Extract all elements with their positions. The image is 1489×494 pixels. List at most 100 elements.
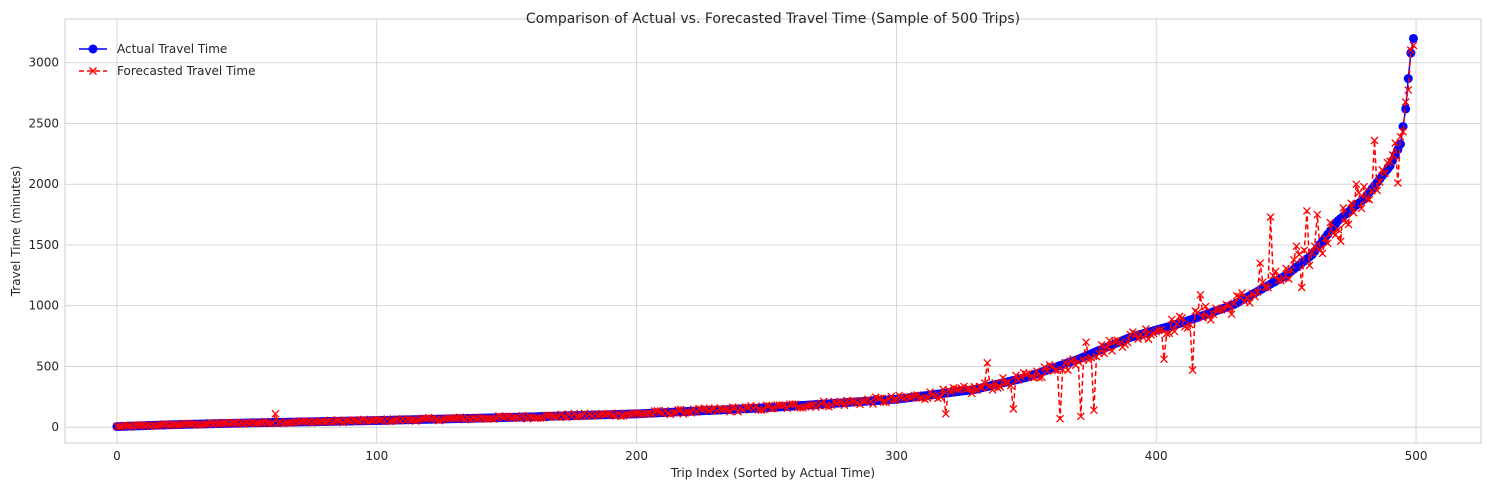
forecast-point xyxy=(1282,264,1291,273)
forecast-point xyxy=(552,413,561,422)
forecast-point xyxy=(1227,310,1236,319)
forecast-point xyxy=(1334,225,1343,234)
x-tick-label: 200 xyxy=(625,449,648,463)
forecast-point xyxy=(674,405,683,414)
forecast-point xyxy=(526,412,535,421)
forecast-point xyxy=(858,396,867,405)
forecast-point xyxy=(1331,230,1340,239)
forecast-point xyxy=(991,379,1000,387)
grid-lines xyxy=(65,19,1481,443)
forecast-point xyxy=(684,408,693,416)
forecast-point xyxy=(255,418,264,427)
x-tick-label: 500 xyxy=(1405,449,1428,463)
forecast-point xyxy=(1308,248,1317,257)
forecast-point xyxy=(1274,276,1283,284)
forecast-point xyxy=(1056,414,1065,423)
forecast-point xyxy=(559,412,568,421)
legend: Actual Travel Time Forecasted Travel Tim… xyxy=(79,42,255,78)
forecast-point xyxy=(1061,358,1070,367)
forecast-point xyxy=(1082,338,1091,347)
forecast-point xyxy=(1160,355,1168,364)
legend-forecast-label: Forecasted Travel Time xyxy=(117,64,255,78)
actual-point xyxy=(1406,48,1416,58)
forecast-point xyxy=(1188,366,1197,375)
forecast-point xyxy=(1284,275,1293,283)
forecast-point xyxy=(1115,338,1124,347)
forecast-point xyxy=(388,416,397,425)
forecast-point xyxy=(1100,349,1109,358)
forecast-point xyxy=(767,404,776,413)
forecast-point xyxy=(593,411,602,420)
forecast-point xyxy=(1022,370,1031,379)
forecast-point xyxy=(941,409,950,418)
forecast-point xyxy=(1295,250,1304,259)
forecast-point xyxy=(788,400,797,409)
forecast-point xyxy=(876,394,885,403)
forecast-point xyxy=(1240,297,1249,306)
y-tick-label: 0 xyxy=(51,420,59,434)
forecast-point xyxy=(1393,179,1402,187)
forecast-point xyxy=(1256,259,1265,268)
forecast-point xyxy=(609,411,618,420)
plot-frame xyxy=(64,18,1482,444)
forecast-point xyxy=(759,405,768,414)
forecast-point xyxy=(983,358,992,367)
y-tick-label: 1500 xyxy=(28,238,59,252)
forecast-point xyxy=(726,407,735,416)
forecast-point xyxy=(1069,355,1078,363)
legend-item-actual: Actual Travel Time xyxy=(79,42,227,56)
forecast-point xyxy=(271,409,280,418)
forecast-point xyxy=(455,413,464,422)
forecast-point xyxy=(1001,379,1010,388)
forecast-point xyxy=(996,383,1005,391)
forecast-point xyxy=(1219,304,1228,313)
forecast-point xyxy=(266,419,275,428)
forecast-point xyxy=(1243,293,1252,302)
forecast-point xyxy=(1097,340,1106,349)
forecast-point xyxy=(1108,346,1117,355)
forecast-point xyxy=(435,416,444,425)
forecast-point xyxy=(1404,86,1413,95)
forecast-point xyxy=(365,417,373,426)
forecast-point xyxy=(1310,242,1319,251)
forecast-point xyxy=(1339,204,1348,212)
forecast-point xyxy=(887,392,896,401)
forecast-point xyxy=(175,421,184,429)
forecast-point xyxy=(617,412,625,421)
forecast-point xyxy=(936,393,945,402)
forecast-point xyxy=(1222,300,1231,309)
forecast-point xyxy=(905,393,914,402)
forecast-point xyxy=(1313,210,1322,219)
forecast-point xyxy=(1344,220,1353,229)
forecast-point xyxy=(806,401,815,409)
forecast-point xyxy=(993,383,1002,392)
forecast-point xyxy=(1352,180,1361,189)
forecast-point xyxy=(1263,283,1272,292)
forecast-point xyxy=(1362,194,1371,203)
forecast-point xyxy=(1035,373,1044,382)
actual-point xyxy=(1408,33,1418,43)
forecast-point xyxy=(778,401,787,410)
forecast-point xyxy=(572,412,581,421)
forecast-point xyxy=(1134,335,1142,344)
y-tick-label: 2000 xyxy=(28,177,59,191)
forecast-point xyxy=(115,422,124,431)
forecast-point xyxy=(1170,327,1179,336)
forecast-point xyxy=(1357,204,1366,213)
forecast-point xyxy=(214,420,223,429)
forecast-point xyxy=(1336,237,1345,246)
forecast-point xyxy=(320,418,329,427)
forecast-point xyxy=(975,382,984,391)
forecast-point xyxy=(972,386,981,395)
legend-actual-marker xyxy=(88,44,98,54)
forecast-point xyxy=(1162,329,1171,338)
forecast-point xyxy=(1253,288,1262,296)
forecast-point xyxy=(1037,373,1046,382)
forecast-point xyxy=(1009,405,1018,413)
forecast-point xyxy=(1040,363,1049,372)
legend-actual-label: Actual Travel Time xyxy=(117,42,227,56)
forecast-point xyxy=(1305,261,1314,270)
forecast-point xyxy=(1388,151,1397,159)
forecast-point xyxy=(1063,366,1072,375)
forecast-point xyxy=(328,418,337,427)
